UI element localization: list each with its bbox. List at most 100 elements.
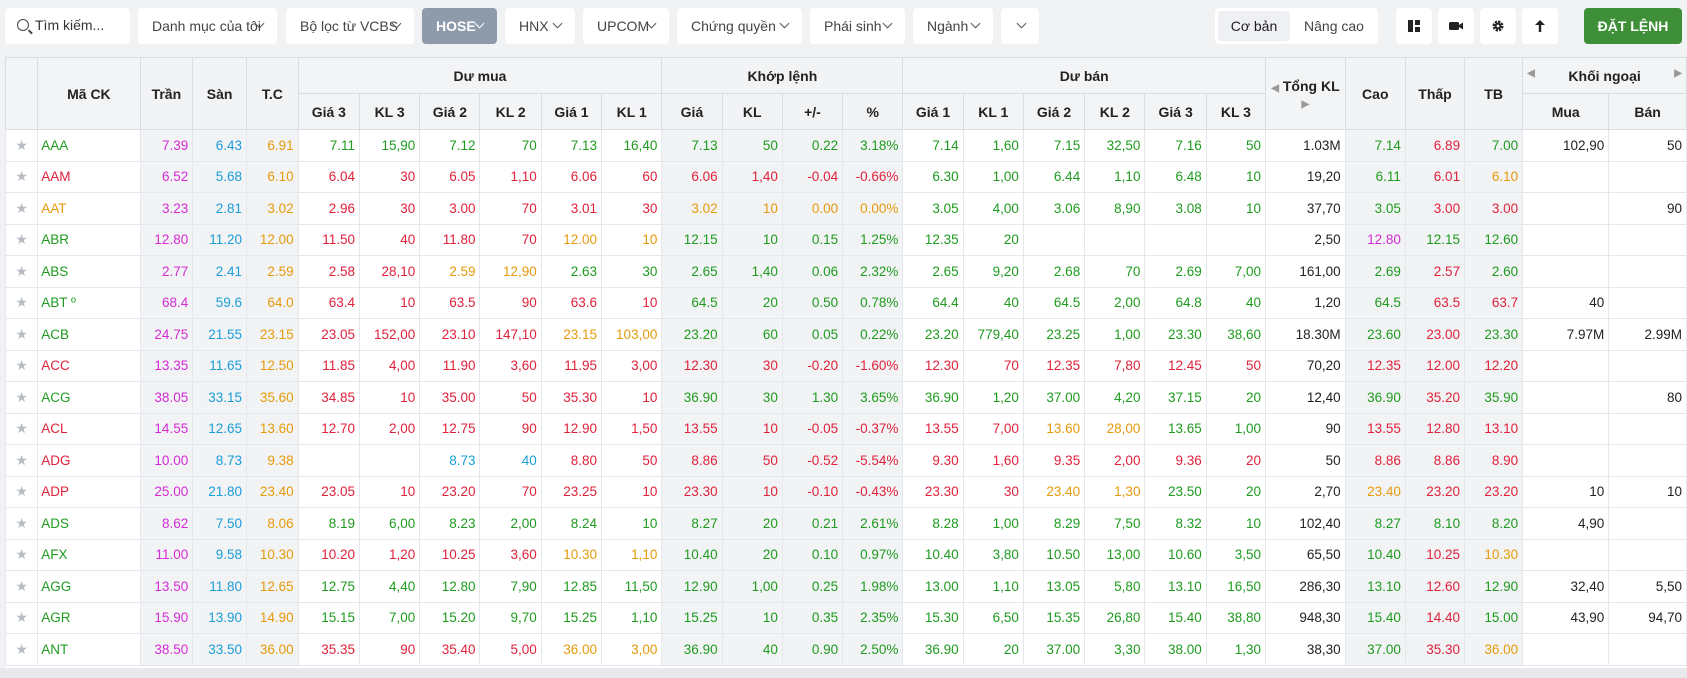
low-header[interactable]: Thấp — [1404, 57, 1466, 130]
star-icon[interactable]: ★ — [15, 199, 28, 216]
star-icon[interactable]: ★ — [15, 609, 28, 626]
layout-button[interactable] — [1396, 8, 1432, 44]
star-icon[interactable]: ★ — [15, 168, 28, 185]
high-header[interactable]: Cao — [1344, 57, 1406, 130]
table-row[interactable]: ★ AAM 6.52 5.68 6.10 6.04 30 6.05 1,10 6.06 60 6.06… — [5, 160, 1687, 193]
search-input[interactable] — [35, 17, 135, 33]
favorite-toggle[interactable]: ★ — [5, 160, 39, 193]
symbol-cell[interactable]: ABR — [37, 223, 141, 256]
vcbs-filter-dropdown[interactable]: Bộ lọc từ VCBS — [286, 8, 414, 44]
favorite-toggle[interactable]: ★ — [5, 381, 39, 414]
symbol-cell[interactable]: ACC — [37, 349, 141, 382]
hose-dropdown[interactable]: HOSE — [422, 8, 497, 44]
warrants-dropdown[interactable]: Chứng quyền — [677, 8, 802, 44]
settings-button[interactable] — [1480, 8, 1516, 44]
table-row[interactable]: ★ AFX 11.00 9.58 10.30 10.20 1,20 10.25 3,60 10.3… — [5, 538, 1687, 571]
symbol-cell[interactable]: AFX — [37, 538, 141, 571]
floor-header[interactable]: Sàn — [192, 57, 248, 130]
symbol-cell[interactable]: ABS — [37, 255, 141, 288]
favorite-toggle[interactable]: ★ — [5, 444, 39, 477]
favorite-toggle[interactable]: ★ — [5, 601, 39, 634]
symbol-cell[interactable]: ABT º — [37, 286, 141, 319]
mode-advanced-button[interactable]: Nâng cao — [1304, 18, 1364, 34]
symbol-cell[interactable]: ACG — [37, 381, 141, 414]
table-row[interactable]: ★ ACG 38.05 33.15 35.60 34.85 10 35.00 50 35.30 10… — [5, 381, 1687, 414]
star-icon[interactable]: ★ — [15, 577, 28, 594]
ceiling-header[interactable]: Trần — [139, 57, 194, 130]
symbol-cell[interactable]: AAM — [37, 160, 141, 193]
symbol-cell[interactable]: AAA — [37, 129, 141, 162]
table-row[interactable]: ★ ADS 8.62 7.50 8.06 8.19 6,00 8.23 2,00 8.24 10 8.… — [5, 507, 1687, 540]
watchlist-dropdown[interactable]: Danh mục của tôi — [138, 8, 277, 44]
favorite-toggle[interactable]: ★ — [5, 633, 39, 666]
industry-dropdown[interactable]: Ngành — [913, 8, 993, 44]
hnx-dropdown[interactable]: HNX — [505, 8, 575, 44]
table-row[interactable]: ★ AGR 15.90 13.90 14.90 15.15 7,00 15.20 9,70 15.… — [5, 601, 1687, 634]
star-icon[interactable]: ★ — [15, 451, 28, 468]
video-button[interactable] — [1438, 8, 1474, 44]
star-icon[interactable]: ★ — [15, 483, 28, 500]
star-icon[interactable]: ★ — [15, 640, 28, 657]
star-icon[interactable]: ★ — [15, 231, 28, 248]
star-icon[interactable]: ★ — [15, 325, 28, 342]
table-row[interactable]: ★ AAA 7.39 6.43 6.91 7.11 15,90 7.12 70 7.13 16,40… — [5, 129, 1687, 162]
table-row[interactable]: ★ ACC 13.35 11.65 12.50 11.85 4,00 11.90 3,60 11.… — [5, 349, 1687, 382]
avg-header[interactable]: TB — [1464, 57, 1524, 130]
bottom-scroll-area[interactable] — [0, 668, 1687, 678]
favorite-toggle[interactable]: ★ — [5, 192, 39, 225]
favorite-toggle[interactable]: ★ — [5, 349, 39, 382]
favorite-toggle[interactable]: ★ — [5, 286, 39, 319]
symbol-cell[interactable]: AGG — [37, 570, 141, 603]
symbol-cell[interactable]: ADG — [37, 444, 141, 477]
ask-vol2-cell: 70 — [1084, 255, 1146, 288]
caret-right-icon[interactable]: ▶ — [1674, 67, 1682, 79]
favorite-toggle[interactable]: ★ — [5, 412, 39, 445]
table-row[interactable]: ★ ADG 10.00 8.73 9.38 8.73 40 8.80 50 8.86 50 -0.52… — [5, 444, 1687, 477]
star-icon[interactable]: ★ — [15, 420, 28, 437]
table-row[interactable]: ★ ACL 14.55 12.65 13.60 12.70 2,00 12.75 90 12.90… — [5, 412, 1687, 445]
caret-left-icon[interactable]: ◀ — [1271, 82, 1279, 94]
table-row[interactable]: ★ ACB 24.75 21.55 23.15 23.05 152,00 23.10 147,1… — [5, 318, 1687, 351]
star-icon[interactable]: ★ — [15, 514, 28, 531]
star-icon[interactable]: ★ — [15, 136, 28, 153]
symbol-cell[interactable]: ADS — [37, 507, 141, 540]
symbol-cell[interactable]: AGR — [37, 601, 141, 634]
star-icon[interactable]: ★ — [15, 294, 28, 311]
favorite-toggle[interactable]: ★ — [5, 129, 39, 162]
table-row[interactable]: ★ AAT 3.23 2.81 3.02 2.96 30 3.00 70 3.01 30 3.02 10… — [5, 192, 1687, 225]
table-row[interactable]: ★ AGG 13.50 11.80 12.65 12.75 4,40 12.80 7,90 12.… — [5, 570, 1687, 603]
symbol-cell[interactable]: ANT — [37, 633, 141, 666]
table-row[interactable]: ★ ABS 2.77 2.41 2.59 2.58 28,10 2.59 12,90 2.63 30… — [5, 255, 1687, 288]
place-order-button[interactable]: ĐẶT LỆNH — [1584, 8, 1682, 44]
more-dropdown[interactable] — [1001, 8, 1039, 44]
caret-left-icon[interactable]: ◀ — [1527, 67, 1535, 79]
symbol-cell[interactable]: ACL — [37, 412, 141, 445]
star-icon[interactable]: ★ — [15, 357, 28, 374]
favorite-toggle[interactable]: ★ — [5, 223, 39, 256]
search-box[interactable] — [5, 8, 135, 44]
symbol-cell[interactable]: ACB — [37, 318, 141, 351]
symbol-cell[interactable]: ADP — [37, 475, 141, 508]
table-row[interactable]: ★ ABR 12.80 11.20 12.00 11.50 40 11.80 70 12.00 10… — [5, 223, 1687, 256]
favorite-toggle[interactable]: ★ — [5, 538, 39, 571]
favorite-toggle[interactable]: ★ — [5, 507, 39, 540]
star-icon[interactable]: ★ — [15, 262, 28, 279]
ref-header[interactable]: T.C — [246, 57, 299, 130]
mode-basic-button[interactable]: Cơ bản — [1218, 11, 1290, 41]
symbol-header[interactable]: Mã CK — [37, 57, 141, 130]
derivatives-dropdown[interactable]: Phái sinh — [810, 8, 905, 44]
favorite-toggle[interactable]: ★ — [5, 255, 39, 288]
caret-right-icon[interactable]: ▶ — [1301, 98, 1310, 110]
table-row[interactable]: ★ ABT º 68.4 59.6 64.0 63.4 10 63.5 90 63.6 10 64.5… — [5, 286, 1687, 319]
scroll-top-button[interactable] — [1522, 8, 1558, 44]
star-icon[interactable]: ★ — [15, 546, 28, 563]
favorite-toggle[interactable]: ★ — [5, 318, 39, 351]
table-row[interactable]: ★ ANT 38.50 33.50 36.00 35.35 90 35.40 5,00 36.00… — [5, 633, 1687, 666]
table-row[interactable]: ★ ADP 25.00 21.80 23.40 23.05 10 23.20 70 23.25 10… — [5, 475, 1687, 508]
upcom-dropdown[interactable]: UPCOM — [583, 8, 669, 44]
star-icon[interactable]: ★ — [15, 388, 28, 405]
favorite-toggle[interactable]: ★ — [5, 475, 39, 508]
symbol-cell[interactable]: AAT — [37, 192, 141, 225]
total-volume-header[interactable]: ◀ Tổng KL ▶ — [1265, 57, 1346, 130]
favorite-toggle[interactable]: ★ — [5, 570, 39, 603]
